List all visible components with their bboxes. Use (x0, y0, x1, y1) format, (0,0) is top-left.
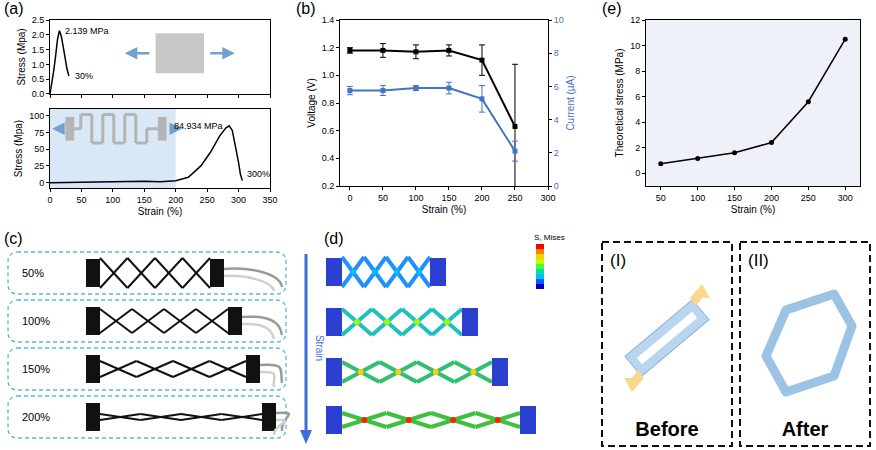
svg-text:50: 50 (378, 193, 388, 203)
svg-text:0.5: 0.5 (32, 74, 45, 84)
svg-text:50%: 50% (22, 267, 44, 279)
svg-text:25: 25 (34, 161, 44, 171)
svg-text:50: 50 (656, 193, 666, 203)
svg-text:Strain: Strain (314, 335, 325, 361)
svg-text:300: 300 (231, 195, 246, 205)
svg-text:After: After (782, 418, 829, 440)
svg-text:1.5: 1.5 (32, 45, 45, 55)
svg-text:300: 300 (540, 193, 555, 203)
svg-text:75: 75 (34, 128, 44, 138)
svg-text:Stress (Mpa): Stress (Mpa) (16, 28, 27, 85)
svg-text:200%: 200% (22, 411, 50, 423)
svg-text:(II): (II) (748, 251, 769, 270)
svg-text:S, Mises: S, Mises (534, 233, 565, 242)
svg-text:2.5: 2.5 (32, 15, 45, 25)
svg-text:300: 300 (838, 193, 853, 203)
svg-text:4: 4 (554, 115, 559, 125)
svg-text:1.0: 1.0 (322, 70, 335, 80)
svg-text:Current (μA): Current (μA) (565, 75, 576, 130)
svg-text:6: 6 (635, 92, 640, 102)
svg-text:(d): (d) (324, 230, 344, 247)
svg-text:Theoretical stress (MPa): Theoretical stress (MPa) (614, 49, 625, 158)
svg-text:0: 0 (47, 195, 52, 205)
svg-text:1.2: 1.2 (322, 43, 335, 53)
svg-text:100: 100 (408, 193, 423, 203)
svg-text:150: 150 (137, 195, 152, 205)
svg-text:350: 350 (262, 195, 277, 205)
svg-text:100: 100 (29, 111, 44, 121)
svg-text:0.8: 0.8 (322, 98, 335, 108)
svg-text:4: 4 (635, 117, 640, 127)
svg-text:Stress (Mpa): Stress (Mpa) (13, 120, 24, 177)
svg-text:50: 50 (34, 144, 44, 154)
svg-text:Strain (%): Strain (%) (731, 204, 775, 215)
svg-text:0: 0 (39, 178, 44, 188)
svg-text:0: 0 (554, 181, 559, 191)
svg-text:100%: 100% (22, 315, 50, 327)
svg-text:150: 150 (441, 193, 456, 203)
svg-text:0.0: 0.0 (32, 89, 45, 99)
svg-text:50: 50 (76, 195, 86, 205)
svg-text:Strain (%): Strain (%) (422, 204, 466, 215)
svg-text:0: 0 (347, 193, 352, 203)
svg-text:2.0: 2.0 (32, 30, 45, 40)
svg-text:84.934 MPa: 84.934 MPa (174, 121, 223, 131)
svg-text:250: 250 (801, 193, 816, 203)
svg-text:300%: 300% (247, 169, 270, 179)
svg-text:0.4: 0.4 (322, 153, 335, 163)
svg-text:250: 250 (200, 195, 215, 205)
svg-text:30%: 30% (75, 71, 93, 81)
svg-text:200: 200 (474, 193, 489, 203)
svg-text:10: 10 (630, 41, 640, 51)
svg-text:250: 250 (507, 193, 522, 203)
svg-text:2: 2 (554, 148, 559, 158)
svg-text:Strain (%): Strain (%) (138, 206, 182, 217)
svg-text:(I): (I) (610, 251, 626, 270)
svg-text:2.139 MPa: 2.139 MPa (65, 26, 109, 36)
svg-text:200: 200 (764, 193, 779, 203)
svg-text:12: 12 (630, 15, 640, 25)
svg-text:100: 100 (690, 193, 705, 203)
svg-text:6: 6 (554, 82, 559, 92)
html-text:(a): (a) (4, 0, 24, 17)
html-text:(b): (b) (296, 0, 316, 17)
svg-text:150: 150 (727, 193, 742, 203)
svg-text:2: 2 (635, 143, 640, 153)
svg-text:1.0: 1.0 (32, 60, 45, 70)
svg-text:Before: Before (635, 418, 698, 440)
svg-text:100: 100 (105, 195, 120, 205)
svg-text:0.6: 0.6 (322, 126, 335, 136)
html-text:(e): (e) (602, 0, 622, 17)
svg-text:(c): (c) (4, 230, 23, 247)
svg-text:8: 8 (635, 66, 640, 76)
svg-text:10: 10 (554, 15, 564, 25)
svg-text:8: 8 (554, 48, 559, 58)
svg-text:1.4: 1.4 (322, 15, 335, 25)
svg-text:0: 0 (635, 168, 640, 178)
svg-text:0.2: 0.2 (322, 181, 335, 191)
svg-text:200: 200 (168, 195, 183, 205)
svg-text:Voltage (V): Voltage (V) (306, 78, 317, 127)
svg-text:150%: 150% (22, 363, 50, 375)
